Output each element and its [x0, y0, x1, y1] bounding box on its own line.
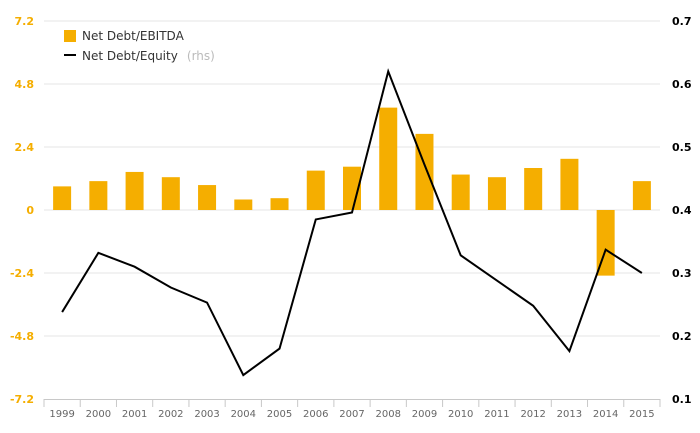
- bar-2008: [379, 107, 398, 210]
- bar-2002: [161, 177, 180, 210]
- x-tick-label: 2008: [376, 409, 401, 420]
- x-tick-label: 2004: [231, 409, 256, 420]
- x-tick-label: 2006: [303, 409, 328, 420]
- bar-series-net-debt-ebitda: [53, 107, 651, 276]
- x-tick-label: 2005: [267, 409, 292, 420]
- legend-swatch-net-debt-ebitda: [64, 30, 76, 42]
- x-tick-label: 2009: [412, 409, 437, 420]
- right-tick-label: 0.7: [672, 15, 692, 28]
- x-tick-label: 2010: [448, 409, 473, 420]
- bar-2015: [632, 181, 651, 210]
- right-tick-label: 0.3: [672, 267, 692, 280]
- left-tick-label: 0: [26, 204, 34, 217]
- legend-label-net-debt-ebitda: Net Debt/EBITDA: [82, 29, 185, 43]
- x-tick-label: 2015: [629, 409, 654, 420]
- right-tick-label: 0.5: [672, 141, 692, 154]
- bar-2010: [451, 174, 470, 210]
- bar-2014: [596, 210, 615, 276]
- x-tick-label: 2000: [86, 409, 111, 420]
- bar-2012: [524, 168, 543, 210]
- left-tick-label: -4.8: [10, 330, 34, 343]
- bar-2007: [343, 166, 361, 210]
- right-tick-label: 0.1: [672, 393, 692, 406]
- line-series-net-debt-equity: [61, 68, 643, 377]
- legend-label-rhs-note: (rhs): [187, 49, 215, 63]
- right-axis: 0.7 0.6 0.5 0.4 0.3 0.2 0.1: [672, 15, 692, 406]
- bar-2006: [306, 170, 325, 210]
- line-path-net-debt-equity: [61, 68, 643, 377]
- x-axis: 1999 2000 2001 2002 2003 2004 2005 2006 2007 2008…: [43, 399, 661, 420]
- bar-1999: [53, 186, 72, 210]
- bar-2000: [89, 181, 108, 210]
- bar-2013: [560, 158, 579, 210]
- bar-2004: [234, 199, 253, 210]
- x-tick-label: 2001: [122, 409, 147, 420]
- left-tick-label: -2.4: [10, 267, 34, 280]
- x-tick-label: 2002: [158, 409, 183, 420]
- x-tick-label: 2007: [339, 409, 364, 420]
- left-tick-label: -7.2: [10, 393, 34, 406]
- x-tick-label: 2003: [194, 409, 219, 420]
- left-tick-label: 2.4: [15, 141, 35, 154]
- left-axis: 7.2 4.8 2.4 0 -2.4 -4.8 -7.2: [10, 15, 34, 406]
- right-tick-label: 0.4: [672, 204, 692, 217]
- right-tick-label: 0.2: [672, 330, 692, 343]
- x-tick-label: 2013: [557, 409, 582, 420]
- bar-2001: [125, 171, 144, 210]
- bar-2003: [198, 185, 217, 210]
- x-tick-label: 2014: [593, 409, 618, 420]
- x-tick-label: 2011: [484, 409, 509, 420]
- bar-2009: [415, 133, 434, 210]
- right-tick-label: 0.6: [672, 78, 692, 91]
- legend-label-net-debt-equity-text: Net Debt/Equity: [82, 49, 178, 63]
- left-tick-label: 4.8: [15, 78, 35, 91]
- legend: Net Debt/EBITDA Net Debt/Equity (rhs): [64, 29, 215, 64]
- left-tick-label: 7.2: [15, 15, 35, 28]
- x-tick-label: 1999: [49, 409, 74, 420]
- legend-label-net-debt-equity: Net Debt/Equity (rhs): [82, 45, 215, 64]
- bar-2005: [270, 198, 289, 210]
- bar-2011: [487, 177, 506, 210]
- x-tick-label: 2012: [520, 409, 545, 420]
